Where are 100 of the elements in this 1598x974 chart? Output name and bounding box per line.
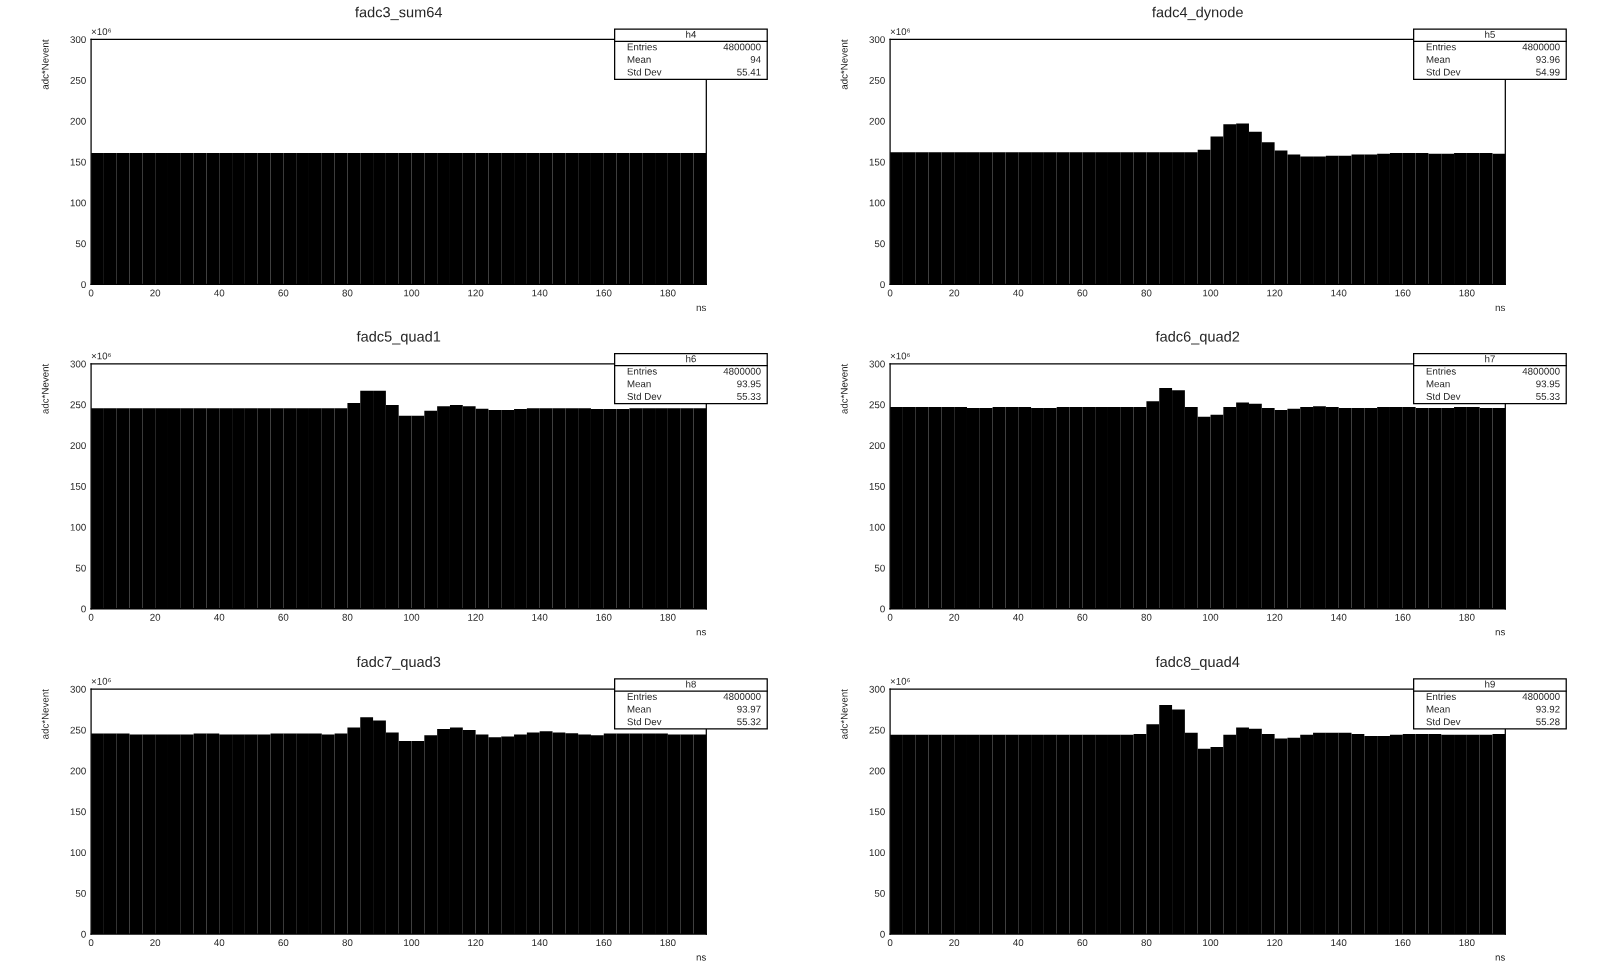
x-tick-label: 180: [660, 613, 676, 621]
y-tick-label: 300: [869, 36, 885, 44]
y-tick-label: 200: [869, 117, 885, 125]
annotation: Entries: [1426, 367, 1456, 375]
x-tick-label: 60: [1077, 939, 1088, 947]
x-tick-label: 160: [596, 939, 612, 947]
annotation: Mean: [1426, 380, 1450, 388]
x-tick-label: 120: [468, 289, 484, 297]
y-tick-label: 300: [869, 360, 885, 368]
x-tick-label: 20: [949, 613, 960, 621]
x-tick-label: 0: [887, 613, 893, 621]
y-tick-label: 150: [869, 158, 885, 166]
x-tick-label: 80: [1141, 289, 1152, 297]
y-tick-label: 250: [70, 401, 86, 409]
y-tick-label: 100: [869, 849, 885, 857]
text: h5: [1485, 30, 1495, 38]
y-tick-label: 250: [869, 401, 885, 409]
text: h6: [686, 355, 696, 363]
y-tick-label: 150: [70, 483, 86, 490]
chart-title: fadc3_sum64: [355, 6, 443, 21]
x-tick-label: 180: [1459, 613, 1475, 621]
x-tick-label: 80: [342, 939, 353, 947]
text: ×10⁶: [91, 677, 111, 685]
y-tick-label: 50: [75, 889, 86, 897]
y-tick-label: 200: [869, 767, 885, 775]
x-tick-label: 140: [1331, 939, 1347, 947]
y-tick-label: 0: [880, 281, 885, 289]
text: ×10⁶: [91, 352, 111, 360]
x-tick-label: 160: [1395, 939, 1411, 947]
y-tick-label: 300: [70, 36, 86, 44]
text: ×10⁶: [890, 28, 910, 36]
text: ×10⁶: [890, 677, 910, 685]
annotation: Entries: [627, 367, 657, 375]
x-tick-label: 160: [596, 289, 612, 297]
annotation: Std Dev: [627, 392, 662, 400]
y-tick-label: 100: [70, 199, 86, 207]
x-tick-label: 100: [1203, 289, 1219, 297]
chart-title: fadc7_quad3: [356, 656, 441, 670]
y-tick-label: 0: [81, 930, 86, 938]
text: 55.41: [737, 68, 761, 76]
y-tick-label: 250: [70, 77, 86, 84]
x-tick-label: 140: [532, 289, 548, 297]
x-tick-label: 60: [278, 289, 289, 297]
annotation: Mean: [627, 56, 651, 63]
x-tick-label: 80: [1141, 613, 1152, 621]
x-tick-label: 100: [404, 289, 420, 297]
y-tick-label: 0: [81, 605, 86, 613]
x-tick-label: 40: [1013, 613, 1024, 621]
x-tick-label: 100: [404, 939, 420, 947]
x-tick-label: 180: [660, 939, 676, 947]
text: 93.95: [737, 380, 761, 388]
x-tick-label: 160: [1395, 613, 1411, 621]
y-axis-title: adc*Nevent: [41, 363, 49, 414]
x-tick-label: 40: [1013, 939, 1024, 947]
x-tick-label: 20: [150, 939, 161, 947]
x-tick-label: 120: [1267, 939, 1283, 947]
annotation: Std Dev: [1426, 392, 1461, 400]
annotation: Mean: [627, 380, 651, 388]
text: 93.96: [1536, 56, 1560, 63]
text: 4800000: [723, 367, 761, 375]
annotation: Mean: [627, 705, 651, 713]
x-tick-label: 160: [596, 613, 612, 621]
annotation: Std Dev: [627, 718, 662, 726]
x-tick-label: 140: [1331, 289, 1347, 297]
y-tick-label: 50: [874, 240, 885, 248]
text: 4800000: [1522, 43, 1560, 51]
text: h8: [686, 680, 696, 688]
y-tick-label: 100: [869, 199, 885, 207]
x-tick-label: 100: [1203, 613, 1219, 621]
y-tick-label: 250: [869, 726, 885, 734]
y-tick-label: 100: [869, 523, 885, 531]
x-tick-label: 140: [532, 613, 548, 621]
y-tick-label: 50: [75, 564, 86, 572]
x-tick-label: 80: [342, 289, 353, 297]
x-tick-label: 40: [1013, 289, 1024, 297]
x-tick-label: 40: [214, 613, 225, 621]
annotation: Mean: [1426, 705, 1450, 713]
x-axis-title: ns: [696, 305, 706, 312]
annotation: Entries: [1426, 43, 1456, 51]
x-tick-label: 120: [1267, 613, 1283, 621]
x-tick-label: 40: [214, 289, 225, 297]
text: 55.33: [737, 393, 761, 400]
x-tick-label: 20: [949, 939, 960, 947]
x-tick-label: 0: [88, 939, 94, 947]
y-tick-label: 50: [874, 564, 885, 572]
y-tick-label: 300: [70, 685, 86, 693]
text: 4800000: [1522, 367, 1560, 375]
annotation: Entries: [627, 43, 657, 51]
x-tick-label: 140: [1331, 613, 1347, 621]
text: h4: [686, 30, 697, 38]
text: ×10⁶: [890, 352, 910, 360]
y-tick-label: 300: [869, 685, 885, 693]
y-tick-label: 100: [70, 849, 86, 857]
y-tick-label: 200: [869, 442, 885, 450]
y-axis-title: adc*Nevent: [840, 39, 848, 90]
y-tick-label: 50: [874, 889, 885, 897]
x-tick-label: 20: [150, 289, 161, 297]
chart-title: fadc4_dynode: [1152, 6, 1243, 21]
text: 93.92: [1536, 705, 1560, 713]
y-tick-label: 200: [70, 442, 86, 450]
